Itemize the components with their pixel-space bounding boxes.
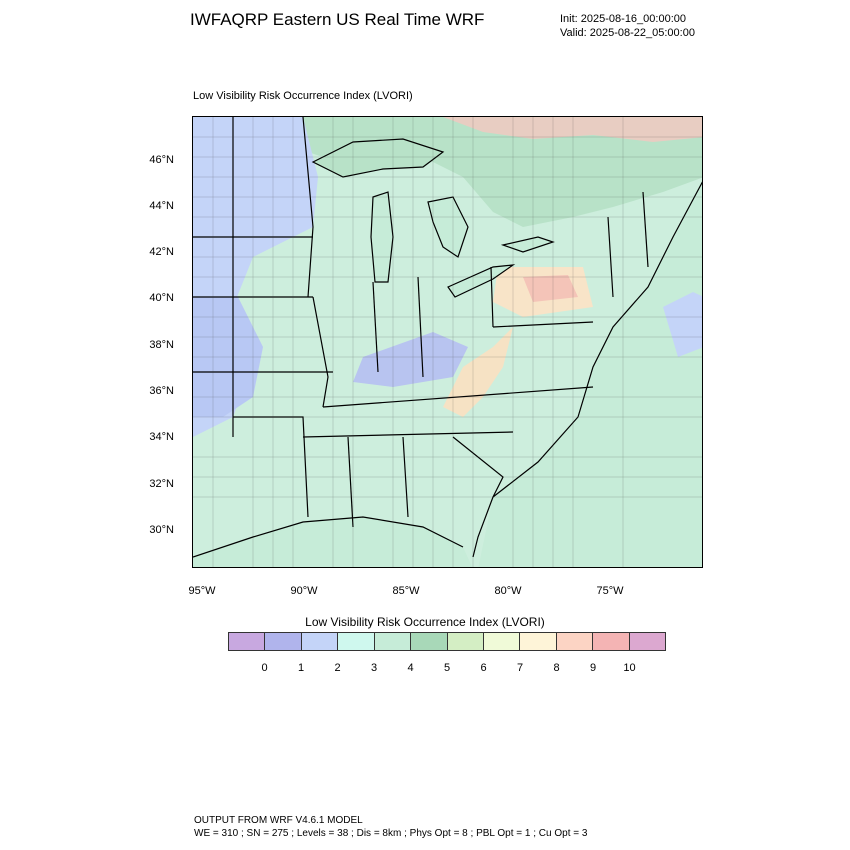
colorbar-label: 6 — [480, 662, 487, 674]
county-lines — [193, 136, 702, 498]
colorbar-label: 8 — [553, 662, 560, 674]
gulf-of-mexico — [193, 517, 473, 567]
colorbar-cell — [374, 633, 412, 650]
colorbar-label: 2 — [334, 662, 341, 674]
init-time: Init: 2025-08-16_00:00:00 — [560, 13, 686, 25]
footer-config: WE = 310 ; SN = 275 ; Levels = 38 ; Dis … — [194, 828, 588, 839]
valid-time: Valid: 2025-08-22_05:00:00 — [560, 27, 695, 39]
colorbar-label: 7 — [516, 662, 524, 674]
colorbar-label: 3 — [370, 662, 378, 674]
pennsylvania-red-spot — [523, 275, 578, 302]
lon-label-90w: 90°W — [290, 585, 318, 597]
footer-model: OUTPUT FROM WRF V4.6.1 MODEL — [194, 815, 363, 826]
border-line — [642, 191, 649, 268]
colorbar-label: 9 — [589, 662, 597, 674]
lon-label-80w: 80°W — [494, 585, 522, 597]
main-title: IWFAQRP Eastern US Real Time WRF — [190, 10, 485, 29]
colorbar — [228, 632, 666, 651]
county-mesh — [193, 117, 702, 567]
border-line — [302, 431, 514, 438]
map-svg — [193, 117, 702, 567]
lvori-map — [192, 116, 703, 568]
lat-label-38n: 38°N — [149, 339, 174, 351]
coastline — [472, 181, 702, 558]
colorbar-cell — [447, 633, 484, 650]
lon-label-85w: 85°W — [392, 585, 420, 597]
colorbar-cell — [265, 633, 302, 650]
lat-label-36n: 36°N — [149, 385, 174, 397]
lat-label-44n: 44°N — [149, 200, 174, 212]
ocean-low-risk-patch — [663, 292, 702, 357]
colorbar-cell — [629, 633, 666, 650]
border-line — [417, 276, 424, 378]
colorbar-title: Low Visibility Risk Occurrence Index (LV… — [305, 615, 545, 629]
border-line — [302, 117, 314, 298]
lat-label-40n: 40°N — [149, 292, 174, 304]
lat-label-30n: 30°N — [149, 524, 174, 536]
colorbar-label: 0 — [261, 662, 268, 674]
colorbar-cell — [593, 633, 630, 650]
county-lines — [212, 117, 624, 567]
lake-erie — [447, 264, 516, 298]
lat-label-34n: 34°N — [149, 431, 174, 443]
appalachian-high-risk — [443, 327, 513, 417]
colorbar-cell — [556, 633, 594, 650]
border-line — [347, 436, 354, 528]
colorbar-cell — [411, 633, 448, 650]
border-line — [492, 321, 594, 328]
lat-label-32n: 32°N — [149, 478, 174, 490]
colorbar-label: 10 — [623, 662, 636, 674]
colorbar-cell — [301, 633, 339, 650]
colorbar-cell — [520, 633, 557, 650]
colorbar-label: 5 — [443, 662, 451, 674]
canada-red-band — [443, 117, 702, 142]
lon-label-95w: 95°W — [188, 585, 216, 597]
colorbar-cell — [483, 633, 521, 650]
lat-label-46n: 46°N — [149, 154, 174, 166]
colorbar-cell — [229, 633, 266, 650]
plot-title: Low Visibility Risk Occurrence Index (LV… — [193, 90, 413, 102]
lake-michigan — [370, 191, 394, 283]
atlantic-ocean — [478, 180, 702, 567]
ohio-valley-low-risk — [353, 332, 468, 387]
colorbar-label: 4 — [407, 662, 414, 674]
lon-label-75w: 75°W — [596, 585, 624, 597]
colorbar-label: 1 — [297, 662, 305, 674]
lat-label-42n: 42°N — [149, 246, 174, 258]
colorbar-cell — [338, 633, 375, 650]
